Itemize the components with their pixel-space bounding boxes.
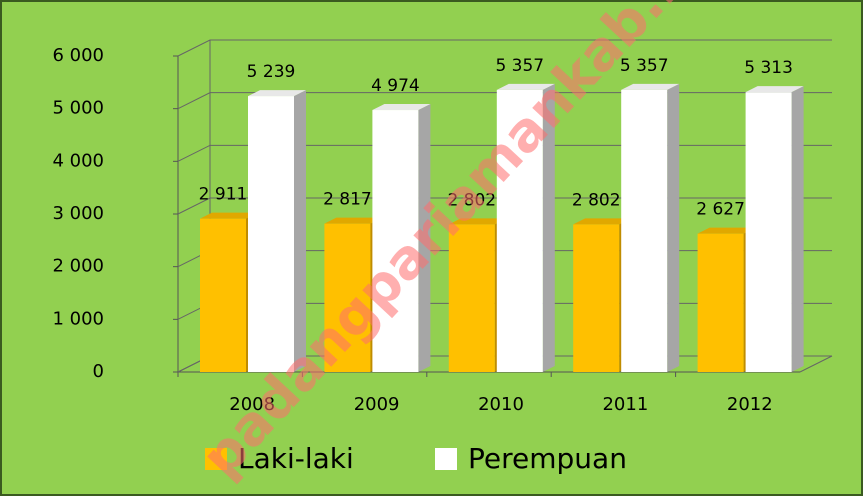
bar: [745, 86, 804, 372]
value-label: 2 802: [572, 190, 621, 210]
grid-line: [177, 39, 832, 57]
x-tick-label: 2009: [354, 394, 400, 415]
bar-top: [745, 86, 804, 93]
y-tick-label: 6 000: [52, 45, 104, 66]
bar-top: [248, 90, 306, 97]
bar-top: [573, 218, 632, 225]
bar: [621, 83, 680, 372]
bar-side: [542, 83, 555, 372]
legend-swatch: [435, 448, 457, 470]
y-tick-label: 5 000: [52, 98, 104, 119]
bar-top: [372, 104, 431, 111]
bar-side: [667, 83, 680, 372]
y-tick-label: 4 000: [52, 150, 104, 171]
bar-front: [200, 218, 246, 372]
y-tick-label: 2 000: [52, 256, 104, 277]
bar-top: [324, 217, 383, 224]
bar-top: [697, 227, 756, 234]
floor-edge: [799, 355, 833, 373]
bar: [248, 90, 306, 372]
bar-top: [621, 83, 680, 90]
bar: [372, 104, 431, 372]
bar-front: [448, 224, 495, 372]
y-tick-label: 3 000: [52, 203, 104, 224]
bar-side: [294, 90, 306, 372]
bar-side: [791, 86, 804, 372]
bar-top: [200, 212, 258, 219]
value-label: 5 239: [247, 62, 296, 82]
bar-side: [418, 104, 431, 372]
bar-front: [573, 224, 620, 372]
bar-front: [496, 89, 543, 372]
value-label: 2 627: [696, 200, 745, 220]
bar-top: [496, 83, 555, 90]
bar-front: [621, 89, 668, 372]
legend-label: Perempuan: [468, 442, 627, 475]
legend-label: Laki-laki: [238, 442, 354, 475]
value-label: 5 357: [620, 56, 669, 76]
x-tick-label: 2010: [478, 394, 524, 415]
value-label: 2 817: [323, 190, 372, 210]
y-tick-label: 0: [93, 361, 104, 382]
y-tick-label: 1 000: [52, 308, 104, 329]
bar-front: [248, 96, 294, 372]
x-tick-label: 2012: [727, 394, 773, 415]
value-label: 2 911: [199, 185, 248, 205]
value-label: 2 802: [447, 190, 496, 210]
bar-front: [372, 110, 419, 372]
legend-swatch: [205, 448, 227, 470]
bar-front: [324, 223, 371, 372]
x-tick-label: 2011: [602, 394, 648, 415]
value-label: 4 974: [371, 76, 420, 96]
bar-top: [448, 218, 507, 225]
bar: [496, 83, 555, 372]
x-tick-label: 2008: [229, 394, 275, 415]
bar-front: [745, 92, 792, 372]
value-label: 5 313: [744, 58, 793, 78]
value-label: 5 357: [495, 56, 544, 76]
bar-front: [697, 233, 744, 372]
